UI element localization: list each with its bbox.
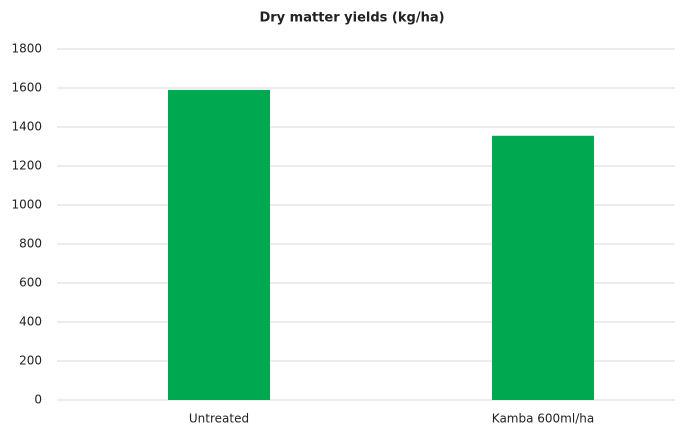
chart-title: Dry matter yields (kg/ha) <box>259 11 444 26</box>
y-tick-label: 400 <box>19 315 42 329</box>
x-tick-label: Untreated <box>189 412 249 426</box>
y-tick-label: 1800 <box>11 42 42 56</box>
y-tick-label: 200 <box>19 354 42 368</box>
bar <box>492 135 594 400</box>
y-tick-label: 1000 <box>11 198 42 212</box>
y-tick-label: 800 <box>19 237 42 251</box>
bar <box>168 89 270 400</box>
y-tick-label: 0 <box>34 393 42 407</box>
y-tick-label: 1600 <box>11 81 42 95</box>
y-tick-label: 1400 <box>11 120 42 134</box>
y-tick-label: 600 <box>19 276 42 290</box>
y-tick-label: 1200 <box>11 159 42 173</box>
x-tick-label: Kamba 600ml/ha <box>492 412 594 426</box>
